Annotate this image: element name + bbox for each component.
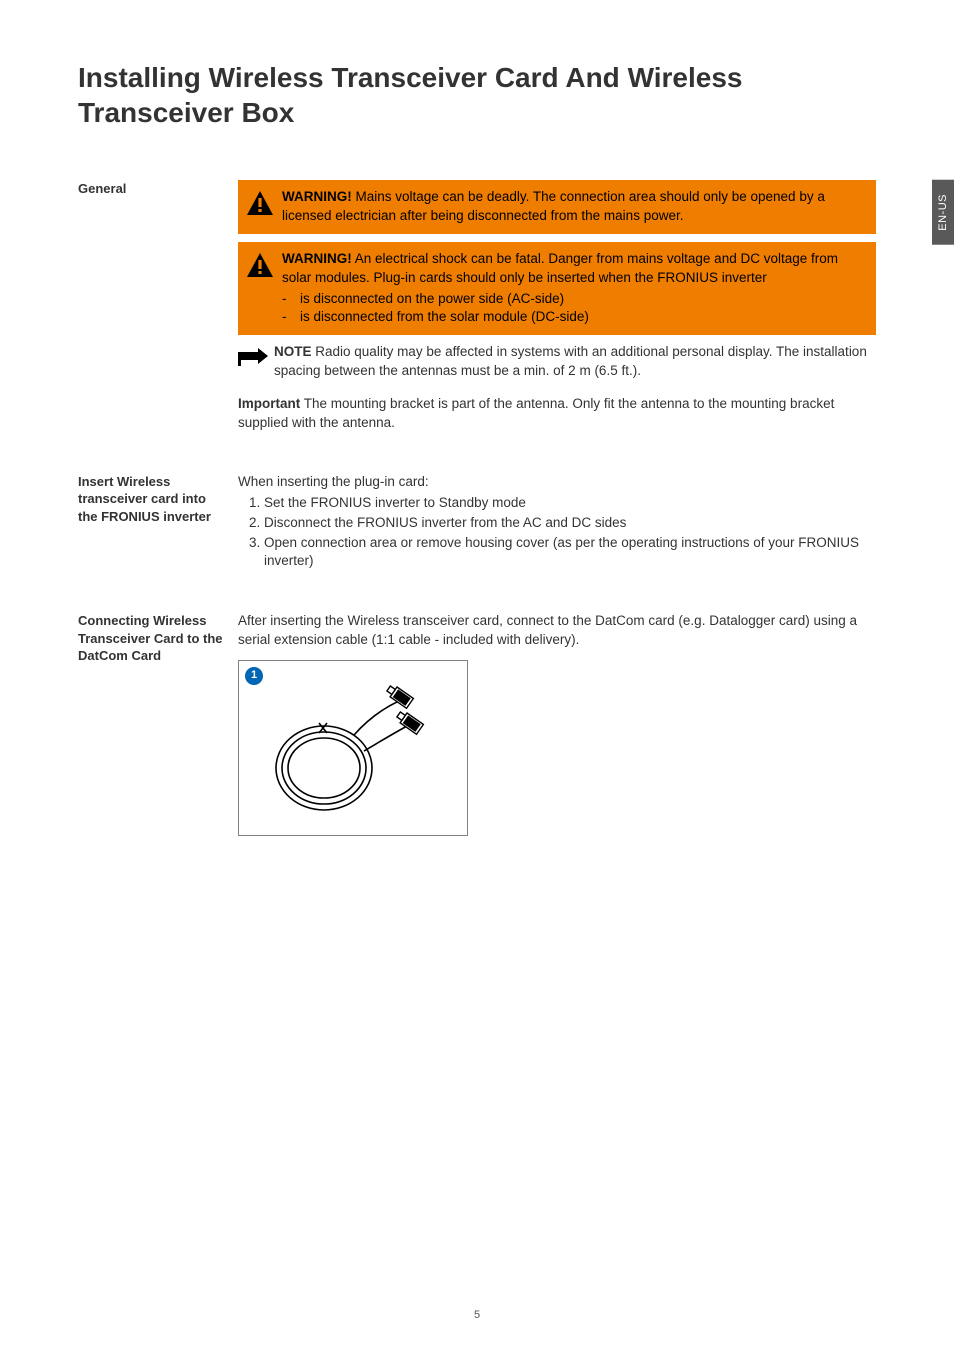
important-text: The mounting bracket is part of the ante… <box>238 396 834 430</box>
warning-1-lead: WARNING! <box>282 189 352 204</box>
warning-2-list: is disconnected on the power side (AC-si… <box>282 290 866 328</box>
language-tab: EN-US <box>932 180 954 245</box>
warning-2-lead: WARNING! <box>282 251 352 266</box>
note-text: Radio quality may be affected in systems… <box>274 344 867 378</box>
warning-box-2: WARNING! An electrical shock can be fata… <box>238 242 876 336</box>
important-lead: Important <box>238 396 300 411</box>
important-paragraph: Important The mounting bracket is part o… <box>238 395 876 433</box>
heading-general: General <box>78 180 238 433</box>
heading-connect: Connecting Wireless Transceiver Card to … <box>78 612 238 836</box>
connect-text: After inserting the Wireless transceiver… <box>238 612 876 650</box>
section-general: General WARNING! Mains voltage can be de… <box>78 180 876 433</box>
page-title: Installing Wireless Transceiver Card And… <box>78 60 876 130</box>
section-connect: Connecting Wireless Transceiver Card to … <box>78 612 876 836</box>
cable-illustration-icon <box>269 673 459 823</box>
content-connect: After inserting the Wireless transceiver… <box>238 612 876 836</box>
figure-badge: 1 <box>245 667 263 685</box>
note-body: NOTE Radio quality may be affected in sy… <box>274 343 876 381</box>
warning-1-text: Mains voltage can be deadly. The connect… <box>282 189 825 223</box>
warning-2-text: An electrical shock can be fatal. Danger… <box>282 251 838 285</box>
insert-step-2: Disconnect the FRONIUS inverter from the… <box>264 514 876 533</box>
section-insert: Insert Wireless transceiver card into th… <box>78 473 876 572</box>
insert-steps: Set the FRONIUS inverter to Standby mode… <box>238 494 876 572</box>
insert-step-1: Set the FRONIUS inverter to Standby mode <box>264 494 876 513</box>
heading-insert: Insert Wireless transceiver card into th… <box>78 473 238 572</box>
warning-icon <box>246 188 282 216</box>
note-icon <box>238 343 274 373</box>
warning-box-1: WARNING! Mains voltage can be deadly. Th… <box>238 180 876 234</box>
warning-2-bullet-0: is disconnected on the power side (AC-si… <box>300 290 866 309</box>
insert-step-3: Open connection area or remove housing c… <box>264 534 876 572</box>
content-general: WARNING! Mains voltage can be deadly. Th… <box>238 180 876 433</box>
warning-2-bullet-1: is disconnected from the solar module (D… <box>300 308 866 327</box>
insert-intro: When inserting the plug-in card: <box>238 473 876 492</box>
warning-2-body: WARNING! An electrical shock can be fata… <box>282 250 866 328</box>
page-number: 5 <box>0 1309 954 1321</box>
warning-icon <box>246 250 282 278</box>
figure-cable: 1 <box>238 660 468 836</box>
content-insert: When inserting the plug-in card: Set the… <box>238 473 876 572</box>
warning-1-body: WARNING! Mains voltage can be deadly. Th… <box>282 188 866 226</box>
note-box: NOTE Radio quality may be affected in sy… <box>238 343 876 381</box>
note-lead: NOTE <box>274 344 312 359</box>
